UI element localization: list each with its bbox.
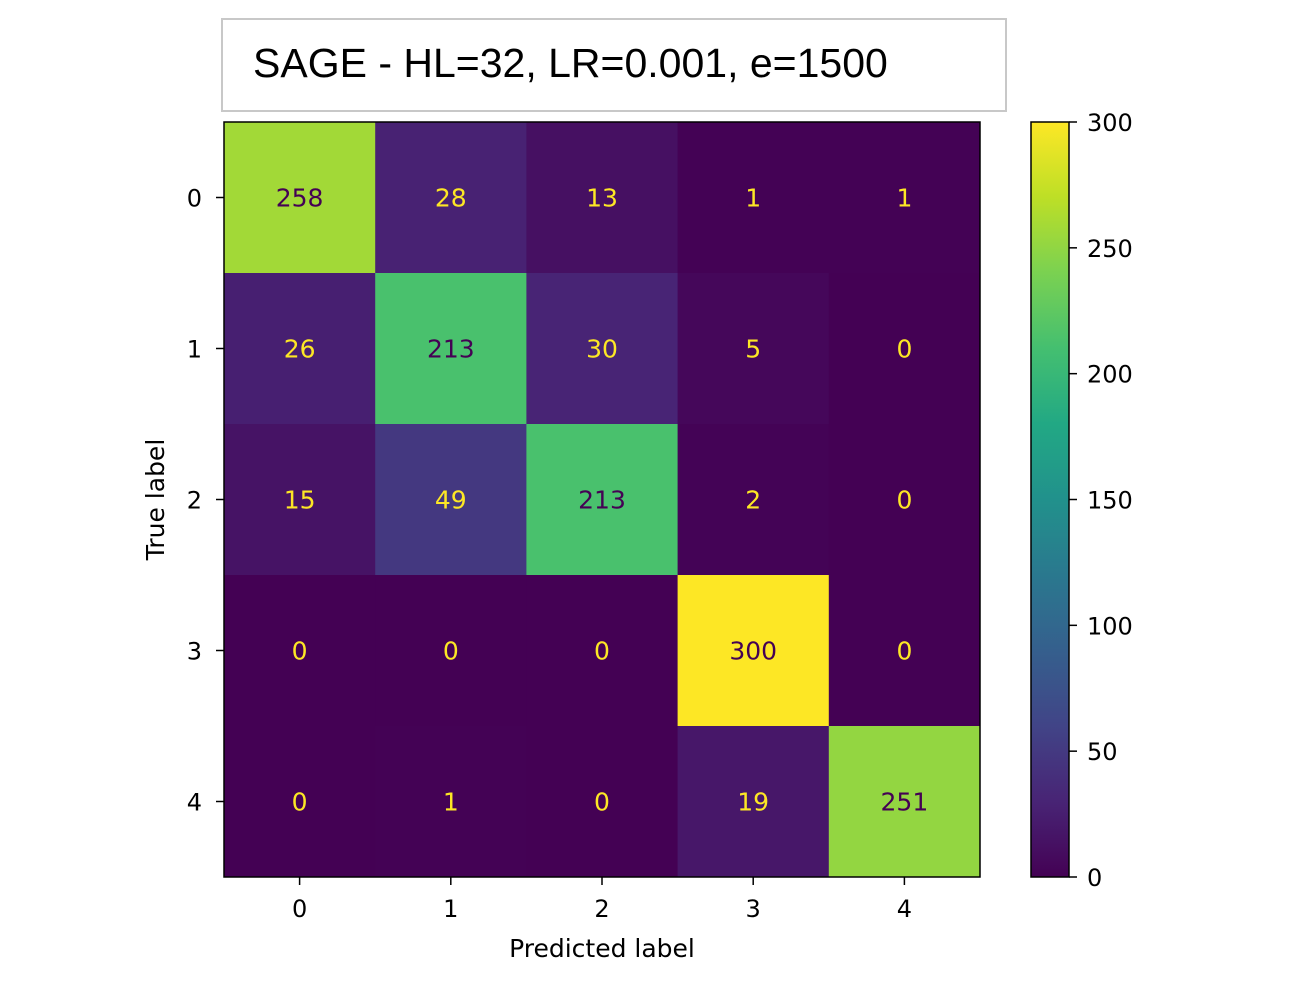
- matrix-cell: [224, 726, 376, 878]
- x-tick-label: 0: [292, 895, 307, 923]
- matrix-cell: [828, 575, 981, 727]
- y-tick-label: 1: [187, 336, 202, 364]
- colorbar-tick-label: 300: [1087, 109, 1133, 137]
- cell-value-label: 1: [745, 184, 761, 213]
- x-tick-label: 1: [443, 895, 458, 923]
- x-tick-label: 4: [897, 895, 912, 923]
- cell-value-label: 2: [745, 486, 761, 515]
- colorbar-tick-label: 0: [1087, 864, 1102, 892]
- matrix-cell: [224, 575, 376, 727]
- cell-value-label: 13: [586, 184, 618, 213]
- matrix-cell: [677, 424, 830, 576]
- matrix-cell: [828, 726, 981, 878]
- cell-value-label: 28: [435, 184, 467, 213]
- y-tick-label: 0: [187, 185, 202, 213]
- colorbar-tick-label: 250: [1087, 235, 1133, 263]
- cell-value-label: 1: [443, 788, 459, 817]
- cell-value-label: 213: [578, 486, 626, 515]
- matrix-cell: [677, 575, 830, 727]
- cell-value-label: 0: [896, 335, 912, 364]
- matrix-cell: [526, 575, 679, 727]
- x-tick-label: 2: [594, 895, 609, 923]
- cell-value-label: 5: [745, 335, 761, 364]
- matrix-cell: [677, 122, 830, 274]
- matrix-cell: [526, 726, 679, 878]
- matrix-cell: [375, 273, 527, 425]
- matrix-cell: [224, 122, 376, 274]
- colorbar-tick-label: 100: [1087, 612, 1133, 640]
- cell-value-label: 0: [594, 637, 610, 666]
- cell-value-label: 213: [427, 335, 475, 364]
- cell-value-label: 258: [276, 184, 324, 213]
- matrix-cell: [375, 575, 527, 727]
- cell-value-label: 300: [729, 637, 777, 666]
- title-box: SAGE - HL=32, LR=0.001, e=1500: [221, 18, 1007, 112]
- x-tick-label: 3: [746, 895, 761, 923]
- cell-value-label: 0: [292, 788, 308, 817]
- y-tick-label: 2: [187, 487, 202, 515]
- cell-value-label: 1: [896, 184, 912, 213]
- colorbar: [1030, 121, 1070, 878]
- cell-value-label: 26: [284, 335, 316, 364]
- cell-value-label: 0: [443, 637, 459, 666]
- chart-title: SAGE - HL=32, LR=0.001, e=1500: [253, 40, 888, 86]
- matrix-cell: [224, 273, 376, 425]
- cell-value-label: 0: [594, 788, 610, 817]
- matrix-cell: [828, 273, 981, 425]
- cell-value-label: 15: [284, 486, 316, 515]
- matrix-cell: [677, 726, 830, 878]
- x-axis-label: Predicted label: [509, 934, 695, 963]
- cell-value-label: 0: [896, 637, 912, 666]
- matrix-cell: [828, 122, 981, 274]
- cell-value-label: 0: [896, 486, 912, 515]
- matrix-cell: [677, 273, 830, 425]
- matrix-cell: [526, 273, 679, 425]
- y-tick-label: 4: [187, 789, 202, 817]
- colorbar-tick-label: 200: [1087, 361, 1133, 389]
- matrix-cell: [375, 424, 527, 576]
- cell-value-label: 251: [881, 788, 929, 817]
- y-tick-label: 3: [187, 638, 202, 666]
- y-axis-label: True label: [141, 439, 170, 562]
- matrix-cell: [526, 424, 679, 576]
- matrix-cell: [526, 122, 679, 274]
- matrix-cell: [224, 424, 376, 576]
- cell-value-label: 19: [737, 788, 769, 817]
- cell-value-label: 49: [435, 486, 467, 515]
- matrix-cell: [375, 726, 527, 878]
- colorbar-tick-label: 150: [1087, 487, 1133, 515]
- matrix-cell: [828, 424, 981, 576]
- colorbar-tick-label: 50: [1087, 738, 1118, 766]
- cell-value-label: 30: [586, 335, 618, 364]
- matrix-cell: [375, 122, 527, 274]
- cell-value-label: 0: [292, 637, 308, 666]
